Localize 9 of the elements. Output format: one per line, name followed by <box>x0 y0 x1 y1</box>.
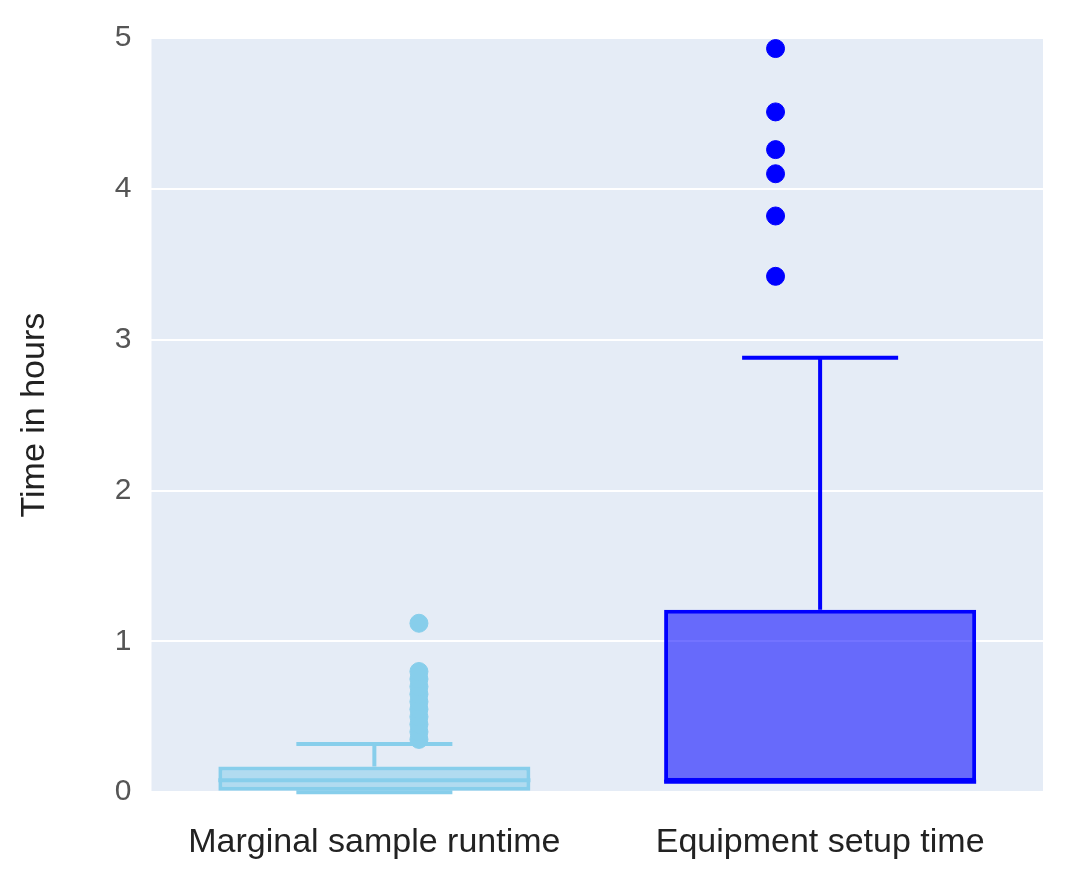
y-tick-label: 0 <box>114 773 132 807</box>
y-tick-label: 5 <box>114 19 132 53</box>
y-tick-label: 3 <box>114 320 132 354</box>
y-tick-label: 1 <box>114 622 132 656</box>
x-tick-label: Equipment setup time <box>655 820 985 859</box>
y-axis-title: Time in hours <box>12 312 51 518</box>
x-tick-label: Marginal sample runtime <box>188 820 561 859</box>
y-tick-label: 2 <box>114 471 132 505</box>
y-tick-label: 4 <box>114 170 132 204</box>
